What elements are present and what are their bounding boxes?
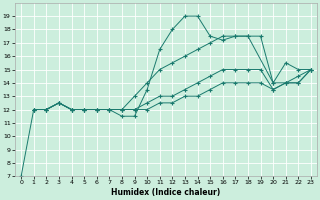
X-axis label: Humidex (Indice chaleur): Humidex (Indice chaleur): [111, 188, 221, 197]
